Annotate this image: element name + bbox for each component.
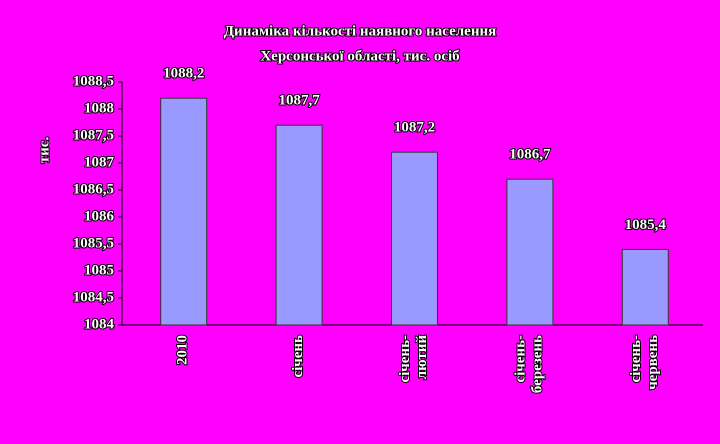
x-tick-label: 2010 [175,335,191,365]
y-tick-label: 1085,5 [73,235,114,251]
bar [275,124,323,326]
y-tick-label: 1085 [84,262,114,278]
x-tick-label: січень [291,335,307,378]
x-tick-label: січень-березень [513,335,546,393]
y-tick-label: 1087,5 [73,127,114,143]
bar [506,178,554,326]
y-tick-label: 1084 [84,316,115,332]
y-tick-label: 1086 [84,208,115,224]
y-tick-label: 1086,5 [73,181,114,197]
bar [391,151,438,326]
y-tick-label: 1084,5 [73,289,114,305]
y-tick-label: 1088,5 [73,73,114,89]
chart-title: Херсонської області, тис. осіб [260,48,459,64]
y-tick-label: 1087 [84,154,115,170]
value-label: 1085,4 [625,217,667,233]
value-label: 1087,7 [278,93,320,109]
value-label: 1088,2 [163,66,204,82]
y-axis-label: тис. [36,137,52,164]
y-tick-label: 1088 [84,100,114,116]
chart-title: Динаміка кількості наявного населення [224,23,497,39]
value-label: 1087,2 [394,120,435,136]
x-tick-label: січень-лютий [397,335,430,383]
x-tick-label: січень-червень [628,335,661,390]
bar [160,97,208,326]
bar [621,248,669,326]
value-label: 1086,7 [509,147,551,163]
